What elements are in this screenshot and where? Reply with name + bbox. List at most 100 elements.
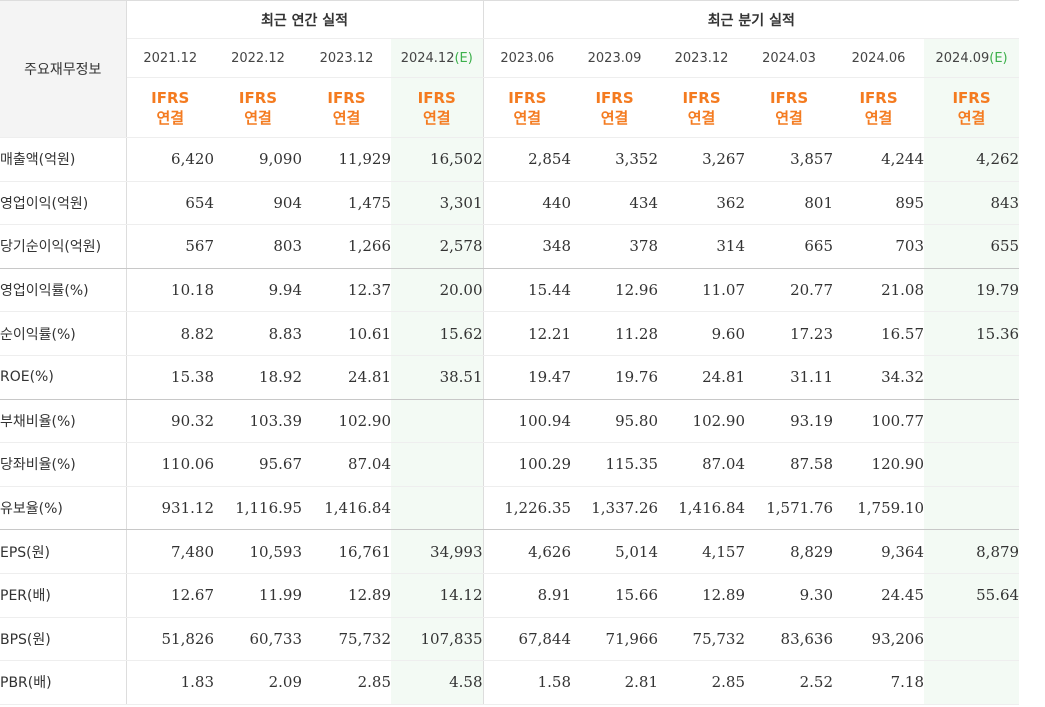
ifrs-consolidated-label: IFRS 연결 (833, 77, 925, 138)
value-cell: 11,929 (302, 137, 391, 182)
value-cell: 20.00 (391, 268, 484, 313)
value-cell: 12.89 (658, 573, 746, 618)
value-cell: 87.58 (745, 442, 834, 487)
value-cell: 1,475 (302, 181, 391, 226)
table-row: PER(배) 12.67 11.99 12.89 14.12 8.91 15.66 12.89… (0, 573, 1020, 618)
ifrs-consolidated-label: IFRS 연결 (482, 77, 572, 138)
value-cell: 9,364 (833, 529, 925, 574)
value-cell: 1,571.76 (745, 486, 834, 531)
consolidated-text: 연결 (864, 108, 893, 127)
value-cell: 801 (745, 181, 834, 226)
value-cell: 567 (126, 224, 214, 269)
value-cell: 2.81 (571, 660, 659, 705)
value-cell: 654 (126, 181, 214, 226)
period-header: 2023.12 (658, 38, 746, 78)
value-cell: 1,759.10 (833, 486, 925, 531)
consolidated-text: 연결 (244, 108, 272, 127)
value-cell: 703 (833, 224, 925, 269)
value-cell: 93.19 (745, 399, 834, 444)
value-cell: 34.32 (833, 355, 925, 400)
period-header: 2023.12 (302, 38, 391, 78)
estimate-marker: (E) (454, 50, 473, 66)
estimate-marker: (E) (989, 50, 1008, 66)
value-cell: 10,593 (214, 529, 302, 574)
value-cell: 103.39 (214, 399, 302, 444)
value-cell: 1,116.95 (214, 486, 302, 531)
ifrs-consolidated-label: IFRS 연결 (571, 77, 659, 138)
value-cell: 12.21 (482, 311, 572, 356)
ifrs-text: IFRS (327, 88, 366, 107)
value-cell: 8.83 (214, 311, 302, 356)
value-cell: 110.06 (126, 442, 214, 487)
row-label: 유보율(%) (0, 486, 127, 531)
corner-label: 주요재무정보 (0, 0, 127, 138)
consolidated-text: 연결 (422, 108, 451, 127)
value-cell: 8,879 (924, 529, 1020, 574)
period-header: 2023.06 (482, 38, 572, 78)
ifrs-consolidated-label: IFRS 연결 (126, 77, 214, 138)
value-cell: 15.38 (126, 355, 214, 400)
period-header: 2021.12 (126, 38, 214, 78)
period-label: 2024.12 (400, 50, 455, 66)
value-cell: 93,206 (833, 617, 925, 662)
value-cell: 8,829 (745, 529, 834, 574)
value-cell: 11.28 (571, 311, 659, 356)
value-cell: 75,732 (658, 617, 746, 662)
value-cell: 1.58 (482, 660, 572, 705)
table-row: PBR(배) 1.83 2.09 2.85 4.58 1.58 2.81 2.85 2.52 7.… (0, 660, 1020, 705)
row-label: 당기순이익(억원) (0, 224, 127, 269)
value-cell: 1,416.84 (302, 486, 391, 531)
value-cell: 38.51 (391, 355, 484, 400)
table-row: 영업이익(억원) 654 904 1,475 3,301 440 434 362 801 895 8… (0, 181, 1020, 226)
ifrs-text: IFRS (769, 88, 809, 107)
ifrs-text: IFRS (151, 88, 190, 107)
value-cell: 362 (658, 181, 746, 226)
table-row: BPS(원) 51,826 60,733 75,732 107,835 67,844 71,… (0, 617, 1020, 662)
value-cell: 1,337.26 (571, 486, 659, 531)
value-cell: 6,420 (126, 137, 214, 182)
value-cell: 12.96 (571, 268, 659, 313)
row-label: 영업이익(억원) (0, 181, 127, 226)
row-label: 부채비율(%) (0, 399, 127, 444)
value-cell: 1.83 (126, 660, 214, 705)
financial-summary-table: 주요재무정보 최근 연간 실적 최근 분기 실적 2021.12 2022.12 2… (0, 0, 1020, 705)
table-row: 유보율(%) 931.12 1,116.95 1,416.84 1,226.35 1,33… (0, 486, 1020, 531)
ifrs-text: IFRS (417, 88, 456, 107)
value-cell: 115.35 (571, 442, 659, 487)
table-row: 부채비율(%) 90.32 103.39 102.90 100.94 95.80 102.9… (0, 399, 1020, 444)
value-cell: 4.58 (391, 660, 484, 705)
annual-group-header: 최근 연간 실적 (126, 0, 484, 39)
consolidated-text: 연결 (957, 108, 986, 127)
value-cell: 440 (482, 181, 572, 226)
value-cell: 1,226.35 (482, 486, 572, 531)
ifrs-text: IFRS (238, 88, 278, 107)
value-cell (924, 486, 1020, 531)
value-cell: 2.09 (214, 660, 302, 705)
period-label: 2024.03 (762, 50, 816, 66)
value-cell: 19.47 (482, 355, 572, 400)
value-cell: 1,416.84 (658, 486, 746, 531)
value-cell: 67,844 (482, 617, 572, 662)
value-cell: 10.61 (302, 311, 391, 356)
value-cell: 3,352 (571, 137, 659, 182)
value-cell: 2.52 (745, 660, 834, 705)
value-cell: 665 (745, 224, 834, 269)
value-cell (924, 617, 1020, 662)
table-row: 순이익률(%) 8.82 8.83 10.61 15.62 12.21 11.28 9.60 1… (0, 311, 1020, 356)
value-cell: 904 (214, 181, 302, 226)
value-cell: 87.04 (658, 442, 746, 487)
consolidated-text: 연결 (513, 108, 542, 127)
value-cell: 16,761 (302, 529, 391, 574)
period-label: 2024.09 (935, 50, 990, 66)
value-cell: 655 (924, 224, 1020, 269)
value-cell: 100.94 (482, 399, 572, 444)
value-cell: 9.30 (745, 573, 834, 618)
period-header: 2024.09(E) (924, 38, 1020, 78)
value-cell: 55.64 (924, 573, 1020, 618)
period-label: 2023.12 (319, 50, 374, 66)
value-cell (924, 660, 1020, 705)
value-cell (391, 399, 484, 444)
value-cell: 120.90 (833, 442, 925, 487)
value-cell: 24.81 (658, 355, 746, 400)
quarter-group-header: 최근 분기 실적 (483, 0, 1020, 39)
